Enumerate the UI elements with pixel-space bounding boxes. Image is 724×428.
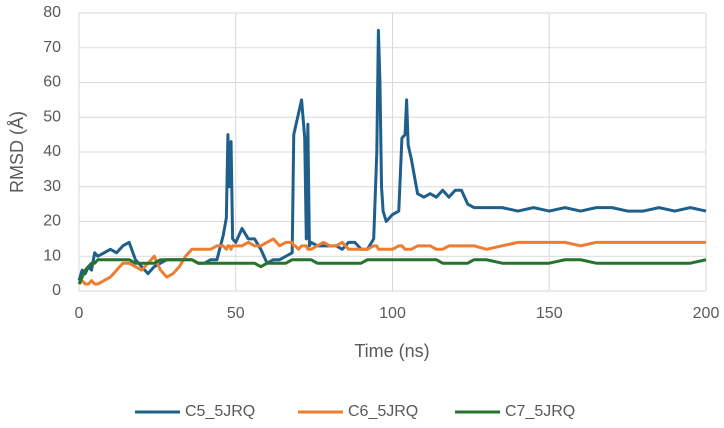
- y-tick-label: 40: [43, 143, 61, 160]
- x-tick-label: 100: [379, 305, 406, 322]
- x-tick-label: 50: [227, 305, 245, 322]
- series-line: [77, 28, 707, 282]
- y-tick-label: 80: [43, 4, 61, 21]
- legend-label: C5_5JRQ: [185, 403, 255, 420]
- y-tick-label: 20: [43, 213, 61, 230]
- x-tick-label: 150: [536, 305, 563, 322]
- y-tick-label: 30: [43, 178, 61, 195]
- legend-label: C7_5JRQ: [505, 403, 575, 420]
- y-tick-label: 0: [52, 282, 61, 299]
- y-tick-label: 70: [43, 39, 61, 56]
- y-tick-label: 10: [43, 247, 61, 264]
- y-tick-label: 60: [43, 74, 61, 91]
- x-tick-label: 200: [693, 305, 720, 322]
- series-line: [77, 258, 707, 285]
- series-line: [77, 237, 706, 286]
- x-tick-label: 0: [75, 305, 84, 322]
- x-axis-label: Time (ns): [354, 341, 429, 361]
- y-tick-label: 50: [43, 108, 61, 125]
- legend-label: C6_5JRQ: [348, 403, 418, 420]
- y-axis-label: RMSD (Å): [7, 111, 27, 193]
